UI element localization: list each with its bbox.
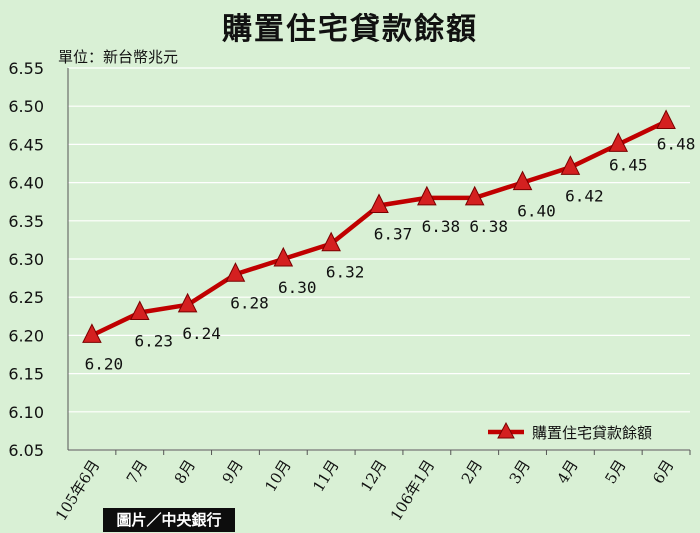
legend-label: 購置住宅貸款餘額: [532, 424, 652, 442]
x-tick-label: 10月: [261, 457, 294, 495]
y-axis-ticks: 6.05 6.10 6.15 6.20 6.25 6.30 6.35 6.40 6.45 6.50…: [8, 59, 44, 460]
data-label: 6.40: [517, 202, 556, 221]
y-tick-label: 6.20: [8, 326, 44, 345]
y-tick-label: 6.05: [8, 441, 44, 460]
y-tick-label: 6.45: [8, 135, 44, 154]
data-label: 6.45: [609, 155, 648, 174]
triangle-marker: [129, 300, 150, 320]
data-label: 6.28: [230, 293, 269, 312]
triangle-marker: [273, 246, 294, 267]
y-tick-label: 6.30: [8, 250, 44, 269]
triangle-marker: [417, 185, 437, 206]
x-tick-label: 12月: [357, 457, 390, 495]
y-tick-label: 6.40: [8, 174, 44, 193]
data-label: 6.42: [565, 186, 604, 205]
x-tick-label: 2月: [458, 457, 486, 487]
data-label: 6.20: [85, 354, 124, 373]
y-tick-label: 6.50: [8, 97, 44, 116]
triangle-marker: [82, 323, 102, 343]
legend: 購置住宅貸款餘額: [488, 421, 652, 442]
triangle-marker: [560, 155, 581, 175]
x-tick-label: 105年6月: [52, 457, 103, 524]
x-tick-label: 4月: [554, 457, 582, 487]
x-tick-label: 6月: [649, 457, 677, 487]
triangle-marker: [608, 132, 629, 152]
triangle-marker: [369, 193, 389, 214]
triangle-marker: [321, 231, 341, 252]
legend-triangle-icon: [497, 421, 515, 439]
x-tick-label: 9月: [219, 457, 247, 487]
y-tick-label: 6.55: [8, 59, 44, 78]
triangle-marker: [225, 262, 246, 282]
unit-label: 單位：新台幣兆元: [58, 48, 179, 66]
axes: [67, 68, 691, 455]
x-tick-label: 7月: [123, 457, 151, 487]
y-tick-label: 6.15: [8, 365, 44, 384]
data-label: 6.30: [278, 278, 317, 297]
triangle-marker: [656, 109, 676, 129]
data-label: 6.38: [422, 217, 461, 236]
y-tick-label: 6.10: [8, 403, 44, 422]
data-label: 6.48: [657, 134, 696, 153]
data-label: 6.38: [469, 217, 508, 236]
x-tick-label: 3月: [506, 457, 534, 487]
data-label: 6.32: [326, 263, 365, 282]
x-tick-label: 5月: [601, 457, 629, 487]
gridlines: [68, 67, 690, 451]
image-credit: 圖片／中央銀行: [103, 508, 235, 532]
triangle-marker: [177, 292, 198, 313]
x-tick-label: 8月: [171, 457, 199, 487]
data-label: 6.24: [182, 324, 221, 343]
x-tick-label: 106年1月: [387, 457, 438, 524]
triangle-marker: [512, 170, 533, 191]
y-tick-label: 6.35: [8, 212, 44, 231]
data-labels: 6.20 6.23 6.24 6.28 6.30 6.32 6.37 6.38 6.38 6.40…: [85, 134, 696, 373]
x-tick-label: 11月: [309, 457, 342, 495]
chart-title: 購置住宅貸款餘額: [222, 12, 478, 47]
data-label: 6.23: [135, 331, 174, 350]
y-tick-label: 6.25: [8, 288, 44, 307]
data-label: 6.37: [374, 225, 413, 244]
triangle-marker: [464, 185, 485, 206]
series-line: [82, 109, 676, 343]
